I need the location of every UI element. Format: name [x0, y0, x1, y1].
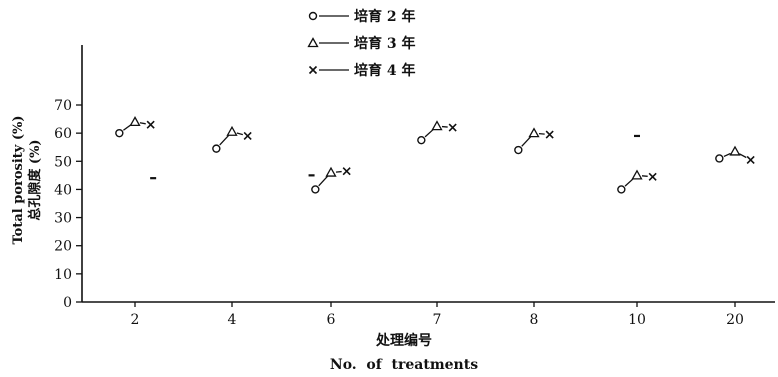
data-point-triangle [325, 166, 337, 177]
y-tick-label: 20 [54, 239, 72, 255]
series-connector [538, 132, 545, 135]
series-connector [219, 134, 230, 146]
series-connector [318, 175, 329, 187]
data-point-triangle [528, 127, 540, 138]
series-connector [236, 132, 244, 136]
series-connector [139, 122, 146, 125]
legend-marker-triangle [307, 37, 319, 48]
treatment-group [617, 169, 657, 194]
legend-label: 培育 2 年 [354, 8, 416, 25]
data-point-cross [448, 123, 457, 132]
x-tick-label: 2 [131, 312, 140, 328]
data-point-triangle [631, 169, 643, 180]
y-tick-label: 30 [54, 211, 72, 227]
data-point-circle [212, 144, 221, 153]
legend-label: 培育 4 年 [354, 62, 416, 79]
series-connector [424, 128, 434, 138]
series-connector [441, 125, 448, 128]
data-point-triangle [226, 125, 238, 136]
x-axis-label-en: No. of treatments [330, 357, 478, 373]
x-axis-label-cn: 处理编号 [375, 332, 432, 349]
data-point-triangle [431, 120, 443, 131]
legend-entry: 培育 2 年 [308, 8, 416, 25]
y-axis-label-cn: 总孔隙度 (%) [27, 139, 43, 220]
data-point-circle [311, 185, 320, 194]
data-point-cross [243, 131, 252, 141]
treatment-group [212, 125, 252, 153]
data-point-circle [115, 128, 124, 138]
series-connector [335, 170, 342, 173]
series-connector [641, 175, 648, 177]
data-point-circle [715, 154, 724, 163]
data-point-cross [146, 120, 155, 129]
data-point-cross [746, 155, 755, 164]
x-tick-label: 4 [228, 312, 237, 328]
y-tick-label: 10 [54, 267, 72, 283]
data-point-circle [514, 145, 523, 155]
data-point-circle [617, 185, 626, 194]
data-point-cross [648, 172, 657, 181]
x-tick-label: 6 [327, 312, 336, 328]
data-point-cross [545, 130, 554, 139]
data-point-circle [417, 135, 426, 145]
data-point-cross [342, 167, 351, 176]
treatment-group [417, 120, 457, 145]
legend-entry: 培育 3 年 [307, 35, 416, 52]
axes [81, 45, 775, 303]
legend: 培育 2 年培育 3 年培育 4 年 [307, 8, 416, 79]
y-tick-label: 60 [54, 126, 72, 142]
legend-entry: 培育 4 年 [308, 62, 416, 79]
y-axis-label-en: Total porosity (%) [11, 115, 26, 244]
series-connector [739, 153, 747, 159]
data-point-triangle [729, 145, 741, 156]
treatment-group [115, 116, 155, 138]
data-point-triangle [129, 116, 141, 127]
x-ticks: 2 4 6 7 8 10 20 [131, 302, 744, 328]
x-tick-label: 7 [433, 312, 442, 328]
legend-marker-circle [308, 11, 318, 21]
series-connector [624, 178, 634, 187]
y-tick-label: 70 [54, 98, 72, 114]
y-ticks: 0 10 20 30 40 50 60 70 [54, 98, 82, 311]
series-connector [521, 136, 532, 147]
plot-area [115, 116, 755, 194]
x-tick-label: 10 [628, 312, 646, 328]
y-tick-label: 50 [54, 154, 72, 170]
treatment-group [514, 127, 554, 155]
legend-marker-cross [308, 65, 318, 75]
x-tick-label: 8 [530, 312, 539, 328]
y-tick-label: 0 [63, 295, 72, 311]
legend-label: 培育 3 年 [354, 35, 416, 52]
treatment-group [715, 145, 755, 164]
y-tick-label: 40 [54, 182, 72, 198]
treatment-group [311, 166, 351, 194]
x-tick-label: 20 [726, 312, 744, 328]
series-connector [723, 152, 731, 158]
